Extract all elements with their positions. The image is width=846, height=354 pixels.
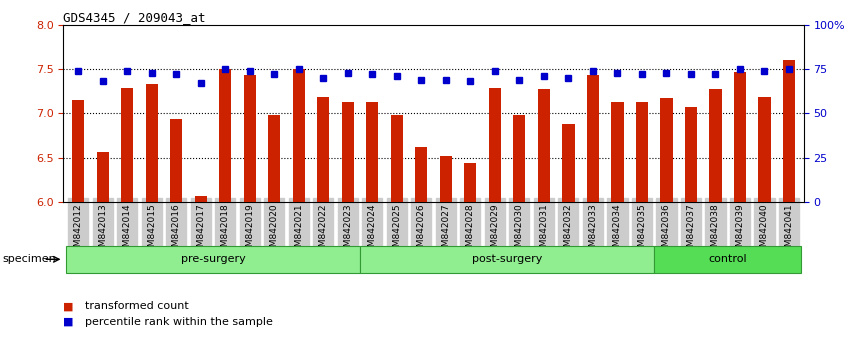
Bar <box>146 84 158 202</box>
Bar <box>661 98 673 202</box>
Bar <box>96 152 109 202</box>
Bar <box>317 97 329 202</box>
Bar <box>195 195 206 202</box>
Bar <box>244 75 255 202</box>
Text: specimen: specimen <box>3 254 57 264</box>
Bar <box>733 72 746 202</box>
Bar <box>612 102 624 202</box>
Bar <box>366 102 378 202</box>
Text: post-surgery: post-surgery <box>472 254 542 264</box>
Text: ■: ■ <box>63 317 74 327</box>
Bar <box>72 100 85 202</box>
Text: control: control <box>708 254 747 264</box>
Bar <box>293 69 305 202</box>
Text: GDS4345 / 209043_at: GDS4345 / 209043_at <box>63 11 206 24</box>
Bar <box>489 88 501 202</box>
Text: percentile rank within the sample: percentile rank within the sample <box>85 317 272 327</box>
Bar <box>783 60 795 202</box>
Bar <box>636 102 648 202</box>
Text: pre-surgery: pre-surgery <box>180 254 245 264</box>
Text: ■: ■ <box>63 301 74 311</box>
Bar <box>121 88 134 202</box>
FancyBboxPatch shape <box>66 246 360 273</box>
Bar <box>415 147 427 202</box>
FancyBboxPatch shape <box>360 246 654 273</box>
Bar <box>170 120 183 202</box>
Bar <box>684 107 697 202</box>
Bar <box>219 69 231 202</box>
Bar <box>563 124 574 202</box>
FancyBboxPatch shape <box>654 246 801 273</box>
Bar <box>464 163 476 202</box>
Bar <box>587 75 599 202</box>
Bar <box>758 97 771 202</box>
Text: transformed count: transformed count <box>85 301 189 311</box>
Bar <box>538 90 550 202</box>
Bar <box>440 156 452 202</box>
Bar <box>268 115 280 202</box>
Bar <box>514 115 525 202</box>
Bar <box>391 115 403 202</box>
Bar <box>342 102 354 202</box>
Bar <box>709 90 722 202</box>
